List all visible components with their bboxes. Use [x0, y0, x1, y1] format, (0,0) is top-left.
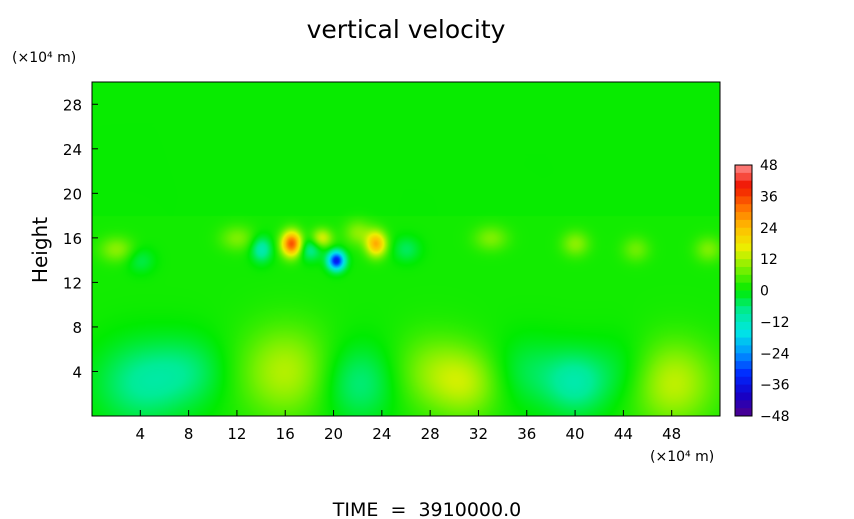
x-tick-label: 8	[184, 425, 194, 443]
colorbar: 48 36 24 12 0 −12 −24 −36 −48	[734, 158, 790, 425]
colorbar-label: −48	[760, 409, 790, 425]
colorbar-band	[735, 266, 752, 276]
colorbar-band	[735, 353, 752, 362]
colorbar-band	[735, 337, 752, 346]
colorbar-band	[735, 345, 752, 354]
colorbar-band	[735, 219, 752, 229]
x-tick-label: 24	[372, 425, 391, 443]
x-tick-label: 48	[662, 425, 681, 443]
x-tick-label: 12	[227, 425, 246, 443]
y-tick-label: 16	[63, 230, 82, 248]
colorbar-band	[735, 314, 752, 323]
y-tick-label: 4	[72, 363, 82, 381]
colorbar-band	[735, 329, 752, 339]
x-tick-label: 20	[324, 425, 343, 443]
colorbar-label: −24	[760, 346, 790, 362]
colorbar-band	[735, 165, 752, 174]
y-tick-label: 24	[63, 141, 82, 159]
colorbar-band	[735, 361, 752, 370]
colorbar-label: 0	[760, 284, 769, 300]
colorbar-band	[735, 306, 752, 315]
colorbar-band	[735, 259, 752, 268]
x-tick-label: 44	[614, 425, 633, 443]
colorbar-band	[735, 392, 752, 401]
heatmap-field	[92, 82, 720, 416]
x-tick-label: 4	[136, 425, 146, 443]
y-tick-labels: 4 8 12 16 20 24 28	[63, 96, 98, 381]
chart-title: vertical velocity	[307, 15, 506, 44]
colorbar-band	[735, 196, 752, 205]
y-tick-label: 20	[63, 185, 82, 203]
x-tick-label: 28	[421, 425, 440, 443]
x-tick-label: 40	[566, 425, 585, 443]
colorbar-band	[735, 274, 752, 284]
colorbar-band	[735, 212, 752, 221]
colorbar-band	[735, 180, 752, 190]
y-tick-label: 28	[63, 96, 82, 114]
colorbar-band	[735, 282, 752, 291]
plot-frame	[91, 81, 721, 417]
y-axis-unit: (×10⁴ m)	[12, 50, 76, 66]
colorbar-band	[735, 384, 752, 393]
colorbar-band	[735, 321, 752, 331]
x-tick-label: 16	[276, 425, 295, 443]
colorbar-band	[735, 376, 752, 386]
colorbar-band	[735, 188, 752, 197]
x-tick-labels: 4 8 12 16 20 24 28 32 36 40 44 48	[136, 410, 681, 443]
colorbar-label: 36	[760, 189, 778, 205]
colorbar-band	[735, 408, 752, 417]
colorbar-band	[735, 227, 752, 237]
colorbar-label: −36	[760, 378, 790, 394]
x-axis-unit: (×10⁴ m)	[650, 449, 714, 465]
y-tick-label: 12	[63, 274, 82, 292]
y-axis-label: Height	[28, 217, 52, 283]
colorbar-band	[735, 400, 752, 409]
colorbar-band	[735, 368, 752, 378]
x-tick-label: 36	[517, 425, 536, 443]
colorbar-label: 12	[760, 252, 778, 268]
colorbar-label: 24	[760, 221, 778, 237]
x-tick-label: 32	[469, 425, 488, 443]
y-tick-label: 8	[72, 319, 82, 337]
colorbar-band	[735, 290, 752, 299]
colorbar-band	[735, 235, 752, 244]
colorbar-band	[735, 243, 752, 252]
colorbar-band	[735, 204, 752, 213]
colorbar-band	[735, 172, 752, 182]
colorbar-band	[735, 251, 752, 260]
colorbar-frame	[734, 164, 753, 417]
colorbar-label: −12	[760, 315, 790, 331]
colorbar-label: 48	[760, 158, 778, 174]
colorbar-band	[735, 298, 752, 307]
time-footer: TIME = 3910000.0	[332, 499, 521, 519]
